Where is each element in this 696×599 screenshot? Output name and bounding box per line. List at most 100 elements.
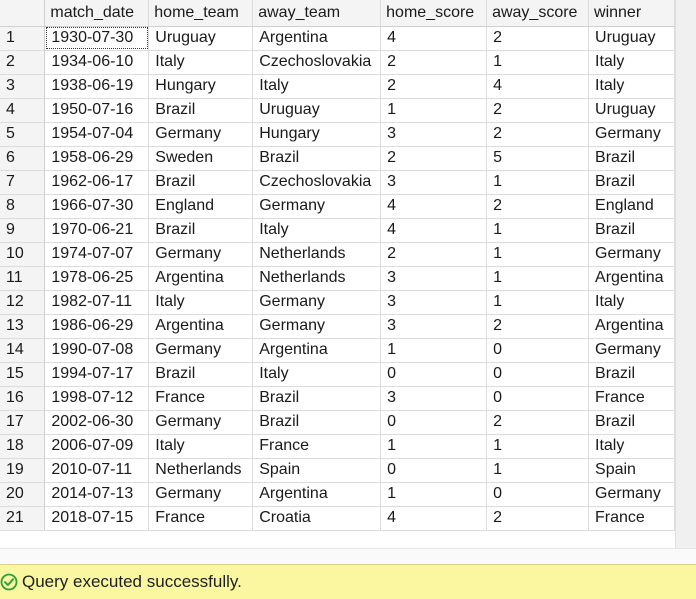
table-cell[interactable]: 3	[380, 170, 488, 195]
row-number[interactable]: 13	[0, 314, 46, 339]
table-row[interactable]: 1 1930-07-30 Uruguay Argentina 4 2 Uruguay	[0, 26, 675, 51]
table-cell[interactable]: 4	[380, 218, 488, 243]
table-cell[interactable]: 1958-06-29	[44, 146, 150, 171]
table-cell[interactable]: 2	[486, 410, 590, 435]
column-header[interactable]: home_team	[148, 0, 254, 27]
table-cell[interactable]: 1	[380, 482, 488, 507]
table-cell[interactable]: Germany	[588, 122, 675, 147]
table-cell[interactable]: 1	[486, 290, 590, 315]
results-grid[interactable]: match_date home_team away_team home_scor…	[0, 0, 675, 548]
table-cell[interactable]: Argentina	[148, 266, 254, 291]
row-number[interactable]: 1	[0, 26, 46, 51]
table-cell[interactable]: Brazil	[588, 218, 675, 243]
row-number[interactable]: 18	[0, 434, 46, 459]
table-cell[interactable]: 0	[380, 458, 488, 483]
table-cell[interactable]: Brazil	[148, 170, 254, 195]
table-cell[interactable]: 5	[486, 146, 590, 171]
table-cell[interactable]: 1954-07-04	[44, 122, 150, 147]
table-row[interactable]: 16 1998-07-12 France Brazil 3 0 France	[0, 386, 675, 411]
table-cell[interactable]: Sweden	[148, 146, 254, 171]
table-row[interactable]: 3 1938-06-19 Hungary Italy 2 4 Italy	[0, 74, 675, 99]
table-row[interactable]: 4 1950-07-16 Brazil Uruguay 1 2 Uruguay	[0, 98, 675, 123]
table-row[interactable]: 10 1974-07-07 Germany Netherlands 2 1 Germany	[0, 242, 675, 267]
row-number[interactable]: 5	[0, 122, 46, 147]
table-cell[interactable]: England	[588, 194, 675, 219]
row-number[interactable]: 21	[0, 506, 46, 531]
table-cell[interactable]: 1994-07-17	[44, 362, 150, 387]
table-cell[interactable]: 1970-06-21	[44, 218, 150, 243]
table-cell[interactable]: Argentina	[252, 26, 382, 51]
table-cell[interactable]: 1990-07-08	[44, 338, 150, 363]
table-cell[interactable]: France	[588, 506, 675, 531]
row-number[interactable]: 2	[0, 50, 46, 75]
table-row[interactable]: 5 1954-07-04 Germany Hungary 3 2 Germany	[0, 122, 675, 147]
table-cell[interactable]: Italy	[252, 74, 382, 99]
table-cell[interactable]: Brazil	[148, 98, 254, 123]
table-cell[interactable]: France	[588, 386, 675, 411]
table-cell[interactable]: Germany	[148, 242, 254, 267]
row-number-header[interactable]	[0, 0, 46, 27]
table-cell[interactable]: France	[148, 386, 254, 411]
table-cell[interactable]: 1	[486, 50, 590, 75]
table-row[interactable]: 17 2002-06-30 Germany Brazil 0 2 Brazil	[0, 410, 675, 435]
table-cell[interactable]: 1966-07-30	[44, 194, 150, 219]
table-row[interactable]: 8 1966-07-30 England Germany 4 2 England	[0, 194, 675, 219]
table-cell[interactable]: 1	[380, 434, 488, 459]
table-cell[interactable]: 2	[380, 146, 488, 171]
table-cell[interactable]: Germany	[252, 314, 382, 339]
table-cell[interactable]: Brazil	[588, 146, 675, 171]
table-cell[interactable]: 4	[486, 74, 590, 99]
table-cell[interactable]: 2018-07-15	[44, 506, 150, 531]
table-cell[interactable]: 0	[486, 338, 590, 363]
table-cell[interactable]: Italy	[148, 434, 254, 459]
table-cell[interactable]: 1950-07-16	[44, 98, 150, 123]
row-number[interactable]: 12	[0, 290, 46, 315]
table-row[interactable]: 7 1962-06-17 Brazil Czechoslovakia 3 1 Brazil	[0, 170, 675, 195]
table-cell[interactable]: Netherlands	[252, 242, 382, 267]
table-cell[interactable]: 2006-07-09	[44, 434, 150, 459]
table-cell[interactable]: Brazil	[252, 146, 382, 171]
table-cell[interactable]: 2	[380, 74, 488, 99]
row-number[interactable]: 8	[0, 194, 46, 219]
table-cell[interactable]: 1998-07-12	[44, 386, 150, 411]
table-cell[interactable]: 3	[380, 386, 488, 411]
table-cell[interactable]: Italy	[588, 74, 675, 99]
table-cell[interactable]: England	[148, 194, 254, 219]
vertical-scrollbar[interactable]	[675, 0, 696, 548]
table-row[interactable]: 15 1994-07-17 Brazil Italy 0 0 Brazil	[0, 362, 675, 387]
row-number[interactable]: 7	[0, 170, 46, 195]
table-cell[interactable]: Italy	[588, 434, 675, 459]
table-cell[interactable]: 1	[486, 434, 590, 459]
table-cell[interactable]: 0	[380, 410, 488, 435]
table-row[interactable]: 20 2014-07-13 Germany Argentina 1 0 Germany	[0, 482, 675, 507]
table-cell[interactable]: 1	[486, 458, 590, 483]
table-cell[interactable]: Germany	[148, 482, 254, 507]
row-number[interactable]: 11	[0, 266, 46, 291]
table-cell[interactable]: France	[252, 434, 382, 459]
table-cell[interactable]: Germany	[252, 290, 382, 315]
row-number[interactable]: 19	[0, 458, 46, 483]
table-cell[interactable]: Italy	[588, 50, 675, 75]
table-row[interactable]: 9 1970-06-21 Brazil Italy 4 1 Brazil	[0, 218, 675, 243]
table-cell[interactable]: 1982-07-11	[44, 290, 150, 315]
table-cell[interactable]: Italy	[252, 218, 382, 243]
table-cell[interactable]: 1	[486, 170, 590, 195]
table-cell[interactable]: Hungary	[252, 122, 382, 147]
row-number[interactable]: 15	[0, 362, 46, 387]
row-number[interactable]: 14	[0, 338, 46, 363]
table-cell[interactable]: Brazil	[252, 386, 382, 411]
table-cell[interactable]: Germany	[588, 482, 675, 507]
table-cell[interactable]: 1930-07-30	[44, 26, 150, 51]
row-number[interactable]: 10	[0, 242, 46, 267]
table-cell[interactable]: 1	[486, 266, 590, 291]
table-cell[interactable]: 2	[380, 242, 488, 267]
column-header[interactable]: away_team	[252, 0, 382, 27]
table-row[interactable]: 6 1958-06-29 Sweden Brazil 2 5 Brazil	[0, 146, 675, 171]
table-row[interactable]: 11 1978-06-25 Argentina Netherlands 3 1 Argent…	[0, 266, 675, 291]
table-cell[interactable]: 1	[380, 98, 488, 123]
table-cell[interactable]: 2	[380, 50, 488, 75]
table-cell[interactable]: Uruguay	[252, 98, 382, 123]
column-header[interactable]: match_date	[44, 0, 150, 27]
table-cell[interactable]: Uruguay	[588, 98, 675, 123]
table-cell[interactable]: 2	[486, 26, 590, 51]
